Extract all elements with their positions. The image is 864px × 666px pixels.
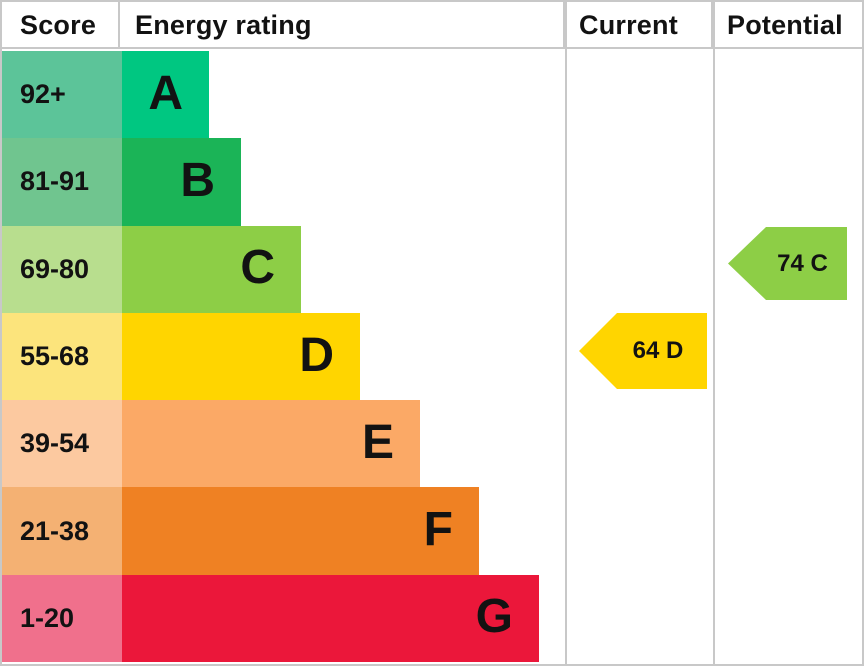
header-energy-rating: Energy rating (135, 10, 312, 40)
energy-band-bar: B (122, 138, 241, 226)
energy-band-bar: C (122, 225, 301, 313)
score-range-label: 21-38 (20, 515, 90, 546)
band-row: 55-68 D (2, 312, 563, 401)
potential-rating-arrow: 74 C (728, 227, 847, 300)
band-row: 21-38 F (2, 487, 563, 575)
score-range-label: 92+ (20, 79, 66, 110)
header-score: Score (2, 2, 120, 49)
score-range-label: 81-91 (20, 166, 90, 197)
table-header: Score Energy rating Current Potential (2, 2, 862, 49)
energy-band-bar: E (122, 400, 420, 488)
potential-rating-label: 74 C (777, 249, 828, 277)
current-rating-label: 64 D (632, 337, 684, 364)
energy-band-bar: A (122, 51, 209, 139)
band-letter: F (423, 503, 453, 557)
score-range-cell: 1-20 (2, 574, 122, 663)
band-rows: 92+ A 81-91 B 69-80 C 55-68 (2, 51, 563, 663)
band-letter: D (299, 328, 334, 382)
band-letter: G (475, 590, 513, 644)
score-range-cell: 21-38 (2, 487, 122, 575)
score-range-cell: 81-91 (2, 138, 122, 226)
band-letter: B (180, 153, 215, 207)
band-letter: A (148, 66, 183, 120)
score-range-label: 55-68 (20, 341, 90, 372)
band-row: 92+ A (2, 51, 563, 139)
score-range-cell: 92+ (2, 51, 122, 139)
energy-band-bar: G (122, 574, 539, 663)
score-range-label: 39-54 (20, 428, 90, 459)
band-letter: C (240, 241, 275, 295)
band-row: 81-91 B (2, 138, 563, 226)
score-range-label: 1-20 (20, 602, 75, 633)
energy-band-bar: F (122, 487, 479, 575)
band-row: 1-20 G (2, 574, 563, 663)
score-range-label: 69-80 (20, 253, 90, 284)
score-range-cell: 55-68 (2, 312, 122, 401)
header-potential: Potential (711, 2, 860, 49)
band-row: 69-80 C (2, 225, 563, 313)
energy-band-bar: D (122, 312, 360, 401)
band-row: 39-54 E (2, 400, 563, 488)
potential-column-divider (713, 2, 715, 664)
score-range-cell: 39-54 (2, 400, 122, 488)
current-rating-arrow: 64 D (579, 313, 707, 389)
current-column-divider (565, 2, 567, 664)
band-letter: E (361, 415, 394, 469)
header-current: Current (563, 2, 711, 49)
score-range-cell: 69-80 (2, 225, 122, 313)
